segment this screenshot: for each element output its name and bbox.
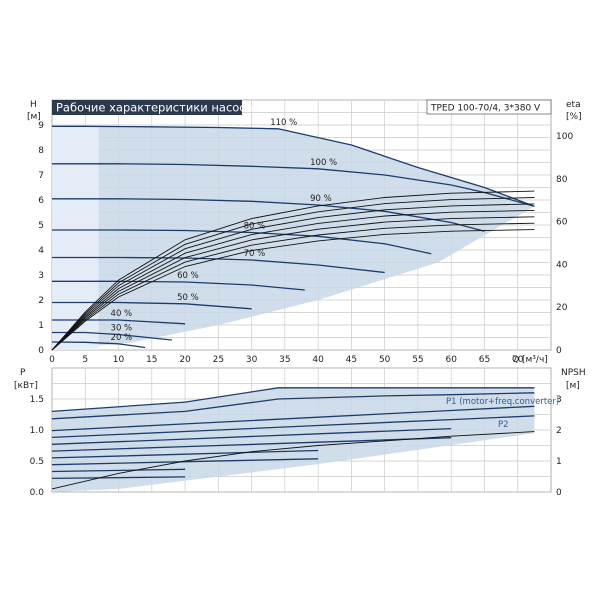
head-curve [52, 301, 252, 310]
x-tick-label: 50 [379, 355, 391, 365]
y2-tick-label-npsh: 1 [556, 457, 562, 467]
y-tick-label-h: 6 [38, 196, 44, 206]
efficiency-curve [51, 197, 535, 351]
power-area-fill [52, 387, 535, 492]
operating-area [52, 126, 535, 350]
y2-tick-label-eta: 80 [556, 175, 568, 185]
y2-tick-label-eta: 20 [556, 303, 568, 313]
axis-labels: 0 5 10 15 20 25 30 35 40 45 50 55 60 65 70012345678902… [30, 121, 574, 498]
speed-label: 50 % [177, 293, 199, 303]
x-tick-label: 60 [445, 355, 457, 365]
power-curve-speed [51, 449, 319, 459]
y-tick-label-h: 9 [38, 121, 44, 131]
y2-tick-label-npsh: 2 [556, 426, 562, 436]
y-axis-unit-p: [кВт] [14, 381, 38, 391]
x-tick-label: 5 [82, 355, 88, 365]
efficiency-curve [51, 190, 535, 351]
y2-tick-label-eta: 100 [556, 132, 573, 142]
x-tick-label: 30 [246, 355, 258, 365]
speed-label: 90 % [310, 194, 332, 204]
x-tick-label: 65 [479, 355, 490, 365]
y2-tick-label-eta: 40 [556, 260, 568, 270]
speed-label: 70 % [244, 249, 266, 259]
speed-label: 60 % [177, 271, 199, 281]
x-tick-label: 15 [146, 355, 157, 365]
efficiency-curve [51, 209, 535, 351]
power-curve [51, 392, 535, 420]
x-tick-label: 20 [179, 355, 191, 365]
y-tick-label-h: 2 [38, 296, 44, 306]
model-box [426, 99, 552, 115]
power-area [52, 387, 535, 492]
y-axis-unit-h: [м] [27, 112, 41, 122]
title-bar [52, 100, 242, 115]
head-curve [52, 198, 485, 232]
head-curve [52, 229, 432, 255]
speed-label: 30 % [111, 324, 133, 334]
y-tick-label-h: 3 [38, 271, 44, 281]
x-tick-label: 70 [512, 355, 524, 365]
y2-axis-unit-npsh: [м] [566, 381, 580, 391]
y2-tick-label-eta: 60 [556, 218, 568, 228]
legend-p2: P2 [498, 420, 509, 430]
efficiency-curve [51, 216, 535, 351]
y-tick-label-h: 5 [38, 221, 44, 231]
chart-title: Рабочие характеристики насоса [56, 101, 253, 115]
legend-p1: P1 (motor+freq.converter) [446, 397, 559, 407]
power-curve-speed [51, 427, 452, 445]
y-tick-label-p: 0.5 [30, 457, 44, 467]
power-curve-speed [51, 415, 535, 439]
y-tick-label-h: 0 [38, 346, 44, 356]
y2-axis-label-npsh: NPSH [561, 368, 586, 378]
y-tick-label-h: 7 [38, 171, 44, 181]
y-tick-label-h: 1 [38, 321, 44, 331]
speed-label: 40 % [111, 309, 133, 319]
x-tick-label: 55 [412, 355, 423, 365]
x-tick-label: 0 [49, 355, 55, 365]
y-tick-label-p: 1.5 [30, 395, 44, 405]
head-curve [52, 280, 305, 291]
speed-label: 80 % [244, 222, 266, 232]
power-curve-speed [51, 468, 186, 473]
y-tick-label-h: 8 [38, 146, 44, 156]
y2-tick-label-npsh: 0 [556, 488, 562, 498]
speed-label: 100 % [310, 158, 337, 168]
power-curve-speed [51, 405, 535, 432]
y2-tick-label-npsh: 3 [556, 395, 562, 405]
x-tick-label: 40 [312, 355, 324, 365]
head-curve [51, 341, 146, 349]
npsh-curve [51, 431, 535, 490]
head-curve [52, 125, 535, 207]
efficiency-curve [51, 229, 535, 351]
speed-label: 110 % [270, 118, 297, 128]
efficiency-curve [51, 222, 535, 351]
power-curve-speed [51, 458, 319, 466]
power-curves [51, 387, 535, 490]
power-curve-speed [51, 476, 186, 480]
x-tick-label: 35 [279, 355, 290, 365]
x-tick-label: 10 [113, 355, 125, 365]
power-curve-speed [51, 437, 452, 452]
head-curve [52, 163, 535, 207]
head-curves: 110 % 100 % 90 % 80 % 70 % 60 % 50 % 40 % 30 %20… [51, 118, 535, 351]
y-tick-label-p: 0.0 [30, 488, 45, 498]
x-tick-label: 25 [213, 355, 224, 365]
y-tick-label-h: 4 [38, 246, 44, 256]
y2-axis-unit-eta: [%] [566, 112, 582, 122]
model-label: TPED 100-70/4, 3*380 V [430, 104, 541, 114]
y-axis-label-h: H [30, 100, 37, 110]
y-tick-label-p: 1.0 [30, 426, 45, 436]
y2-axis-label-eta: eta [566, 100, 581, 110]
head-curve [52, 319, 186, 325]
power-curve [51, 387, 535, 413]
y-axis-label-p: P [20, 368, 26, 378]
x-axis-label-q: Q [512, 355, 519, 365]
x-axis-unit-q: [м³/ч] [522, 355, 548, 365]
x-tick-label: 45 [346, 355, 357, 365]
efficiency-curve [51, 203, 535, 351]
speed-label: 20 % [111, 333, 133, 343]
head-curve [52, 256, 385, 274]
y2-tick-label-eta: 0 [556, 346, 562, 356]
